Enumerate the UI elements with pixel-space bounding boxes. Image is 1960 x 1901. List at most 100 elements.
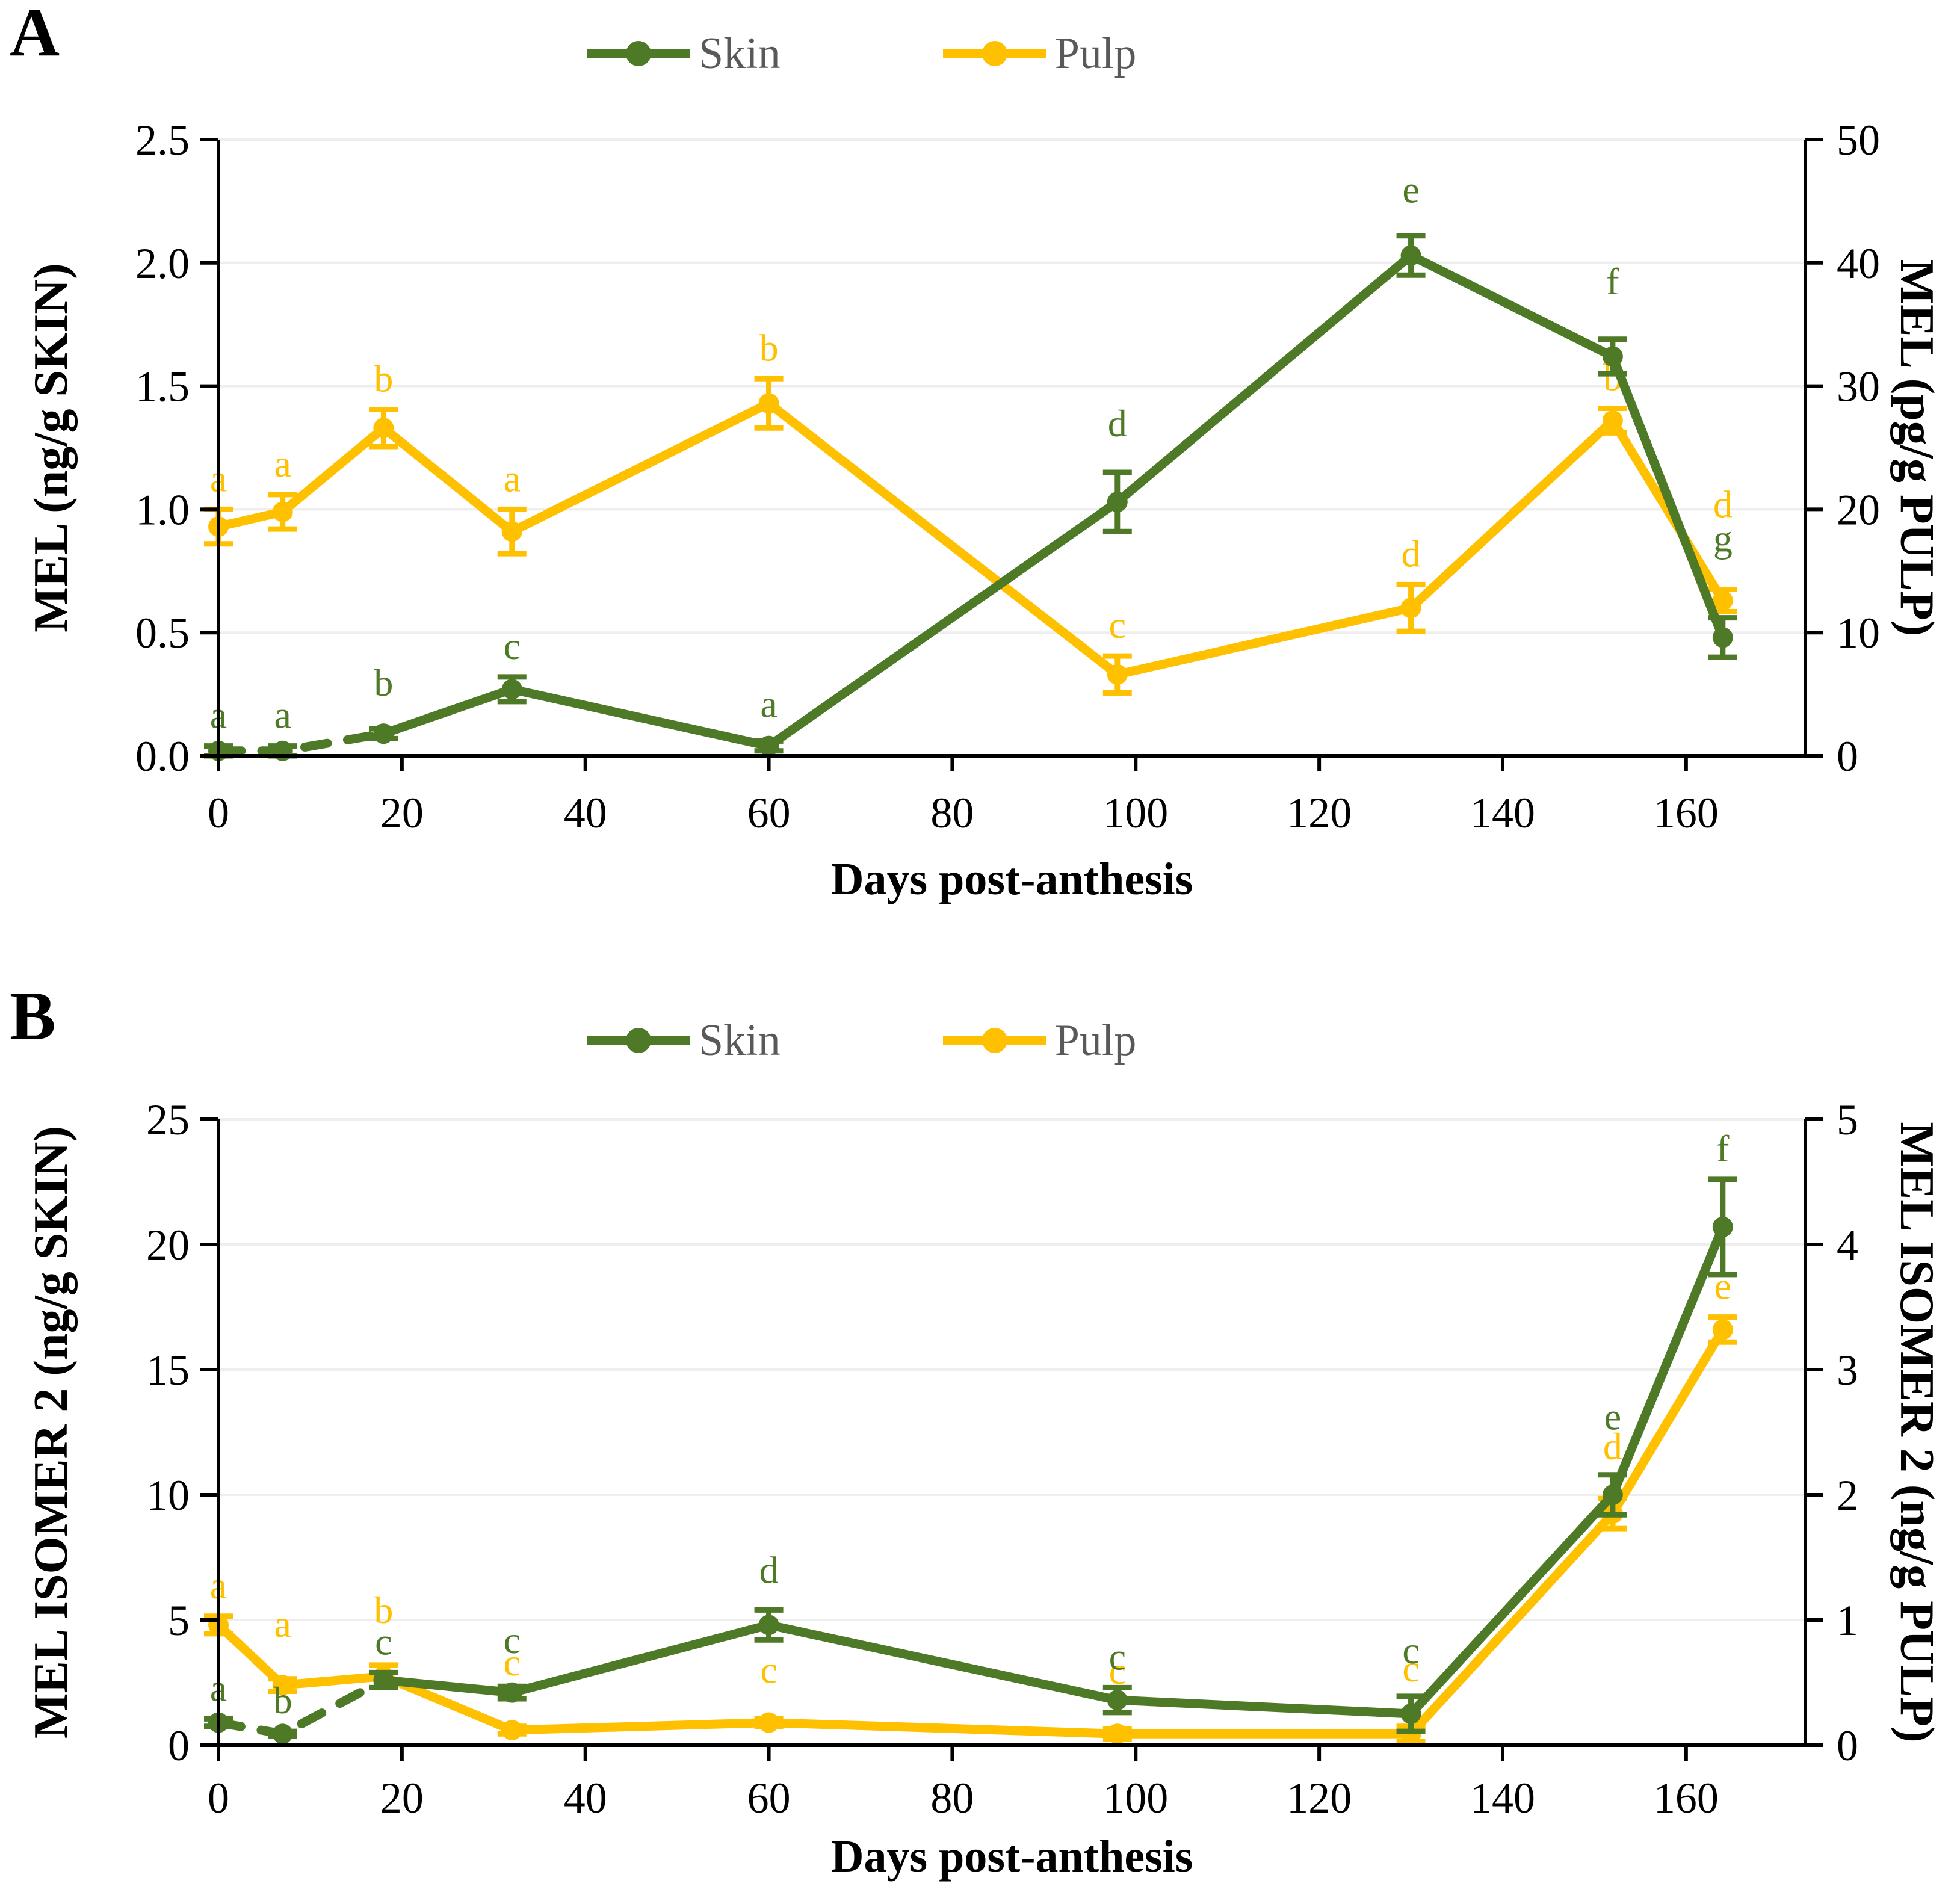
panel-a-left-axis-title: MEL (ng/g SKIN) [25,263,78,632]
legend-item-skin: Skin [587,31,781,76]
legend-label-pulp: Pulp [1054,29,1137,78]
gridlines [218,138,1805,634]
point-labels-pulp: aabccccde [210,1265,1731,1692]
legend-label-pulp: Pulp [1054,1016,1137,1065]
panel-a-legend: Skin Pulp [587,31,1136,76]
svg-text:d: d [759,1548,779,1591]
svg-text:c: c [504,625,521,667]
svg-text:a: a [504,457,521,499]
svg-text:80: 80 [930,1774,974,1822]
svg-text:d: d [1603,1425,1622,1468]
svg-text:0: 0 [1837,732,1858,780]
legend-item-pulp: Pulp [942,1016,1137,1065]
legend-label-skin: Skin [699,1016,781,1065]
svg-text:c: c [504,1641,521,1684]
svg-text:15: 15 [146,1346,190,1394]
svg-text:c: c [760,1648,777,1691]
svg-text:a: a [274,442,291,485]
legend-item-pulp: Pulp [942,29,1137,78]
svg-text:3: 3 [1837,1346,1858,1394]
skin-line-marker-icon [587,41,690,66]
panel-a: aababcdbdaabcadefg0204060801001201401600… [10,0,1943,904]
panel-b-chart: aabccccdeabccdccef0204060801001201401600… [146,1096,1858,1822]
axes [200,1117,1823,1761]
tick-labels: 0 20 40 60 80 100 120 140 160 0 5 10 15 20 25 0 1 2 3 4 5 [146,1096,1858,1822]
svg-text:d: d [1402,532,1421,575]
panel-b-right-axis-title: MEL ISOMER 2 (ng/g PULP) [1890,1122,1943,1743]
svg-text:b: b [374,661,393,704]
svg-text:d: d [1713,483,1733,526]
svg-text:40: 40 [564,789,607,837]
svg-text:a: a [274,1603,291,1645]
svg-text:5: 5 [1837,1096,1858,1144]
svg-text:140: 140 [1470,789,1535,837]
svg-text:c: c [1402,1629,1419,1672]
panel-a-letter: A [10,0,60,70]
svg-text:100: 100 [1103,789,1168,837]
svg-text:b: b [273,1679,292,1722]
svg-text:2.5: 2.5 [135,116,190,164]
svg-text:0: 0 [168,1722,190,1770]
gridlines [218,1118,1805,1621]
svg-text:120: 120 [1287,789,1352,837]
svg-text:100: 100 [1103,1774,1168,1822]
tick-labels: 0 20 40 60 80 100 120 140 160 0.0 0.5 1.0 1.5 2.0 2.5 0… [135,116,1880,837]
svg-text:20: 20 [1837,486,1880,534]
svg-text:d: d [1108,402,1127,445]
svg-text:20: 20 [380,789,424,837]
svg-text:0.5: 0.5 [135,609,190,657]
svg-text:f: f [1606,260,1619,303]
point-labels-skin: abccdccef [210,1127,1730,1722]
panel-a-chart: aababcdbdaabcadefg0204060801001201401600… [135,116,1880,837]
svg-text:c: c [375,1620,392,1663]
panel-b: aabccccdeabccdccef0204060801001201401600… [0,951,1960,1901]
series-pulp [204,1314,1737,1745]
svg-text:c: c [1109,1635,1126,1678]
svg-text:160: 160 [1654,789,1719,837]
series-skin [204,233,1737,761]
point-labels-pulp: aababcdbd [210,326,1733,646]
svg-text:5: 5 [168,1597,190,1645]
svg-text:60: 60 [747,1774,791,1822]
svg-text:f: f [1716,1127,1730,1170]
svg-text:4: 4 [1837,1221,1858,1269]
svg-text:1.5: 1.5 [135,363,190,411]
svg-text:10: 10 [146,1471,190,1519]
svg-text:c: c [1109,604,1126,646]
svg-text:b: b [374,357,393,400]
panel-a-x-axis-title: Days post-anthesis [830,854,1193,904]
svg-text:20: 20 [380,1774,424,1822]
pulp-line-marker-icon [942,1028,1046,1053]
panel-a-right-axis-title: MEL (pg/g PULP) [1890,259,1943,637]
svg-text:1: 1 [1837,1597,1858,1645]
svg-text:2: 2 [1837,1471,1858,1519]
svg-text:b: b [759,326,779,369]
svg-text:0.0: 0.0 [135,732,190,780]
svg-text:40: 40 [564,1774,607,1822]
svg-text:160: 160 [1654,1774,1719,1822]
svg-text:0: 0 [1837,1722,1858,1770]
svg-text:c: c [1402,1647,1419,1690]
series-pulp [204,376,1737,696]
svg-text:c: c [504,1619,521,1661]
skin-line-marker-icon [587,1028,690,1053]
svg-text:25: 25 [146,1096,190,1144]
svg-text:a: a [274,694,291,737]
svg-text:a: a [760,682,777,725]
svg-text:50: 50 [1837,116,1880,164]
panel-b-left-axis-title: MEL ISOMER 2 (ng/g SKIN) [25,1126,78,1739]
svg-text:40: 40 [1837,240,1880,288]
panel-b-x-axis-title: Days post-anthesis [830,1831,1193,1882]
legend-item-skin: Skin [587,1018,781,1063]
svg-text:e: e [1402,168,1419,211]
panel-b-legend: Skin Pulp [587,1018,1136,1063]
svg-text:0: 0 [208,1774,229,1822]
legend-label-skin: Skin [699,29,781,78]
svg-text:1.0: 1.0 [135,486,190,534]
svg-text:120: 120 [1287,1774,1352,1822]
series-skin [204,1176,1737,1745]
panel-b-letter: B [10,978,56,1054]
pulp-line-marker-icon [942,41,1046,66]
svg-text:0: 0 [208,789,229,837]
